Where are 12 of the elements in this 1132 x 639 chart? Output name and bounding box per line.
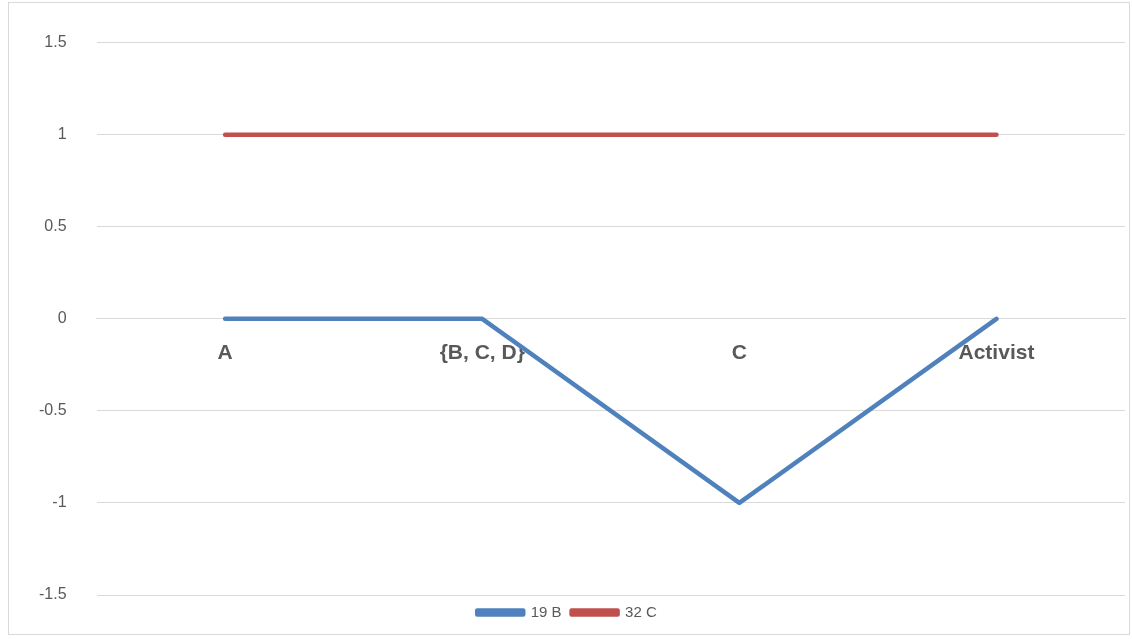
y-tick-label: 1 (57, 125, 67, 143)
legend-label: 32 C (625, 602, 657, 620)
y-tick-label: -1 (52, 493, 67, 511)
x-tick-label: C (731, 340, 747, 364)
x-tick-label: A (217, 340, 233, 364)
y-tick-label: -0.5 (38, 401, 67, 419)
y-tick-label: -1.5 (38, 585, 67, 603)
x-tick-label: Activist (958, 340, 1035, 364)
y-tick-label: 0 (57, 309, 67, 327)
y-tick-label: 1.5 (44, 33, 67, 51)
y-tick-label: 0.5 (44, 217, 67, 235)
legend-label: 19 B (530, 602, 562, 620)
